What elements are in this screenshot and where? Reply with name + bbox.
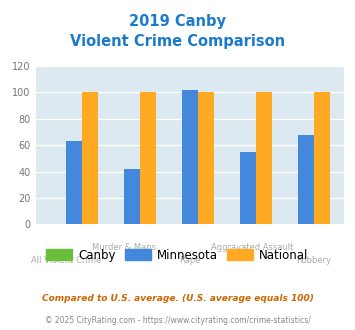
Bar	[140, 92, 156, 224]
Bar	[256, 92, 272, 224]
Bar	[66, 141, 82, 224]
Text: Murder & Mans...: Murder & Mans...	[92, 243, 164, 251]
Text: All Violent Crime: All Violent Crime	[31, 256, 102, 265]
Text: Rape: Rape	[179, 256, 201, 265]
Text: Aggravated Assault: Aggravated Assault	[211, 243, 293, 251]
Bar	[314, 92, 330, 224]
Text: 2019 Canby: 2019 Canby	[129, 14, 226, 29]
Bar	[240, 152, 256, 224]
Bar	[124, 169, 140, 224]
Bar	[198, 92, 214, 224]
Text: Violent Crime Comparison: Violent Crime Comparison	[70, 34, 285, 49]
Bar	[298, 135, 314, 224]
Bar	[182, 90, 198, 224]
Text: © 2025 CityRating.com - https://www.cityrating.com/crime-statistics/: © 2025 CityRating.com - https://www.city…	[45, 315, 310, 325]
Text: Compared to U.S. average. (U.S. average equals 100): Compared to U.S. average. (U.S. average …	[42, 294, 313, 303]
Text: Robbery: Robbery	[296, 256, 331, 265]
Legend: Canby, Minnesota, National: Canby, Minnesota, National	[42, 244, 313, 266]
Bar	[82, 92, 98, 224]
